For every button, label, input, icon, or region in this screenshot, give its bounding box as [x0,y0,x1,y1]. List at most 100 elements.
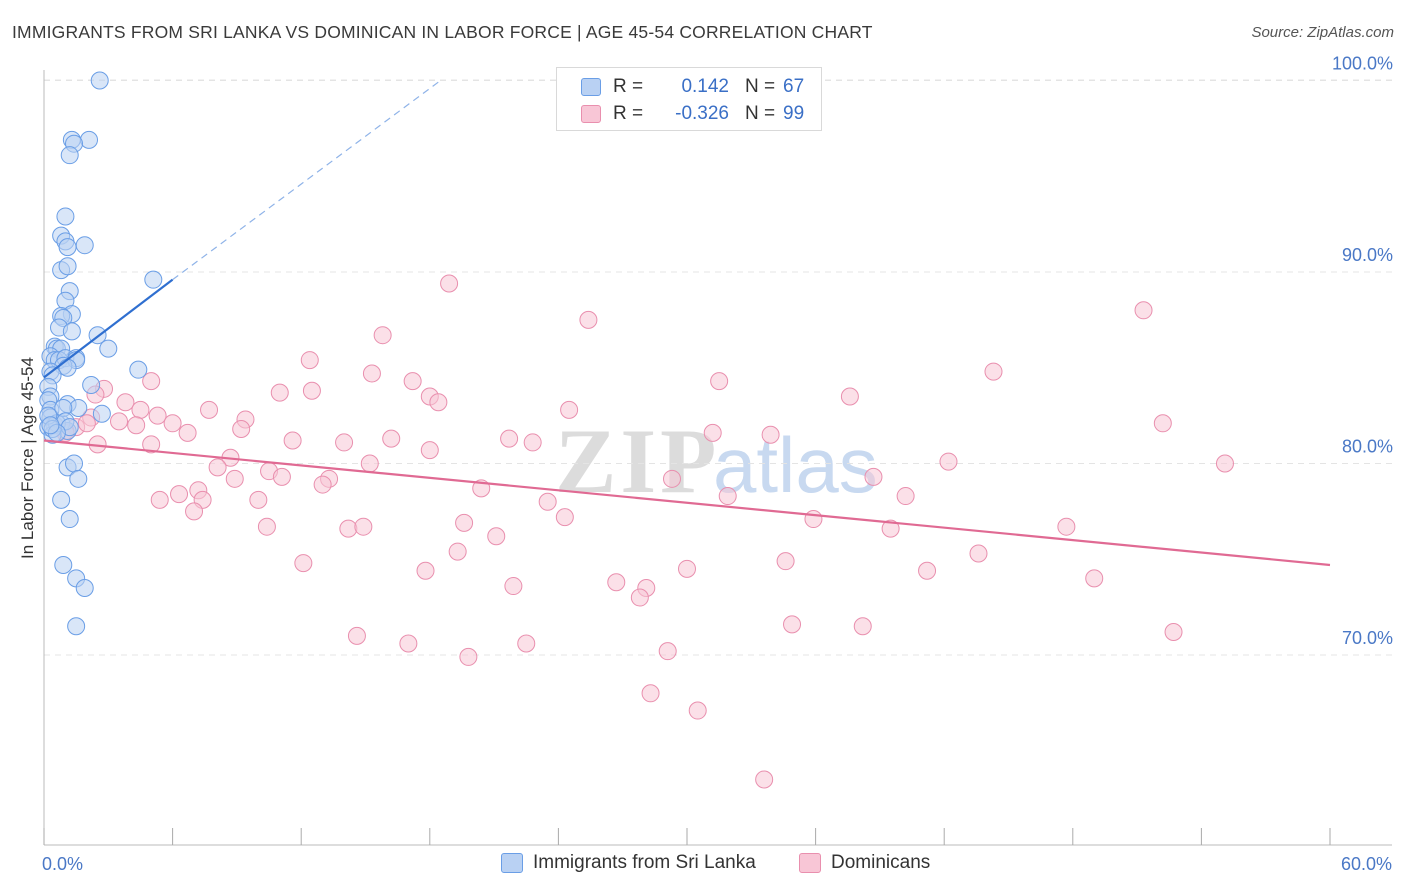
point-dominicans [755,770,774,789]
point-dominicans [448,542,467,561]
point-sri-lanka [60,146,79,165]
legend-swatch-sri-lanka [501,853,523,873]
point-dominicans [429,393,448,412]
point-sri-lanka [69,469,88,488]
watermark-atlas: atlas [713,421,878,509]
legend-item-dominicans[interactable]: Dominicans [799,852,930,874]
point-dominicans [1215,454,1234,473]
point-sri-lanka [58,238,77,257]
legend-item-sri-lanka[interactable]: Immigrants from Sri Lanka [501,852,756,874]
point-dominicans [487,527,506,546]
point-dominicans [200,400,219,419]
point-dominicans [579,310,598,329]
point-sri-lanka [58,257,77,276]
point-dominicans [416,561,435,580]
point-sri-lanka [41,416,60,435]
axes [43,70,1392,846]
point-dominicans [142,435,161,454]
point-dominicans [360,454,379,473]
point-dominicans [630,588,649,607]
point-dominicans [249,490,268,509]
point-dominicans [500,429,519,448]
legend-label-dominicans: Dominicans [831,852,931,873]
point-dominicans [718,487,737,506]
point-dominicans [142,372,161,391]
point-dominicans [783,615,802,634]
point-sri-lanka [65,454,84,473]
point-sri-lanka [75,236,94,255]
point-dominicans [232,420,251,439]
y-axis-label: In Labor Force | Age 45-54 [18,357,37,559]
point-dominicans [270,383,289,402]
point-dominicans [283,431,302,450]
legend-label-sri-lanka: Immigrants from Sri Lanka [533,852,756,873]
dominicans-points [45,274,1234,789]
y-tick-label: 100.0% [1332,54,1393,74]
point-dominicans [555,508,574,527]
point-dominicans [403,372,422,391]
sri-lanka-points [39,71,163,636]
x-tick-label-min: 0.0% [42,854,83,874]
point-dominicans [185,502,204,521]
point-dominicans [662,469,681,488]
x-ticks [43,828,1331,845]
series-legend: Immigrants from Sri Lanka Dominicans [0,852,1406,878]
y-tick-label: 80.0% [1342,437,1393,457]
point-sri-lanka [92,404,111,423]
point-dominicans [163,414,182,433]
point-dominicans [313,475,332,494]
point-dominicans [347,626,366,645]
point-dominicans [148,406,167,425]
point-dominicans [1153,414,1172,433]
point-dominicans [440,274,459,293]
point-sri-lanka [54,555,73,574]
point-dominicans [354,517,373,536]
point-dominicans [804,510,823,529]
legend-row-sri-lanka: R = 0.142 N = 67 [581,73,804,101]
point-dominicans [257,517,276,536]
point-dominicans [208,458,227,477]
point-dominicans [658,642,677,661]
point-dominicans [678,559,696,578]
point-dominicans [339,519,358,538]
point-dominicans [300,351,319,370]
x-tick-label-max: 60.0% [1341,854,1392,874]
point-dominicans [710,372,729,391]
point-dominicans [538,492,557,511]
point-sri-lanka [82,375,101,394]
point-dominicans [420,441,439,460]
point-dominicans [517,634,536,653]
point-dominicans [523,433,542,452]
legend-r-value: 0.142 [681,76,729,97]
point-sri-lanka [90,71,109,90]
point-dominicans [459,647,478,666]
point-dominicans [373,326,392,345]
point-dominicans [77,414,96,433]
point-dominicans [881,519,900,538]
point-dominicans [382,429,401,448]
point-dominicans [1085,569,1104,588]
point-dominicans [688,701,707,720]
legend-swatch-sri-lanka [581,78,601,96]
point-dominicans [864,467,883,486]
point-dominicans [641,684,660,703]
legend-n-value: 67 [783,76,805,97]
point-dominicans [399,634,418,653]
point-dominicans [504,577,523,596]
point-sri-lanka [58,358,77,377]
point-sri-lanka [52,490,71,509]
point-dominicans [110,412,129,431]
point-dominicans [840,387,859,406]
y-tick-label: 70.0% [1342,628,1393,648]
source-label: Source: ZipAtlas.com [1251,24,1394,41]
point-dominicans [607,573,626,592]
watermark-zip: ZIP [555,410,720,512]
legend-r-label: R = [613,103,644,124]
point-dominicans [127,416,146,435]
legend-r-value: -0.326 [675,103,729,124]
correlation-legend: R = 0.142 N = 67 R = -0.326 N = 99 [556,67,822,131]
point-dominicans [918,561,937,580]
trend-line-sri-lanka-extension [172,80,441,281]
legend-r-label: R = [613,76,644,97]
point-sri-lanka [144,270,163,289]
